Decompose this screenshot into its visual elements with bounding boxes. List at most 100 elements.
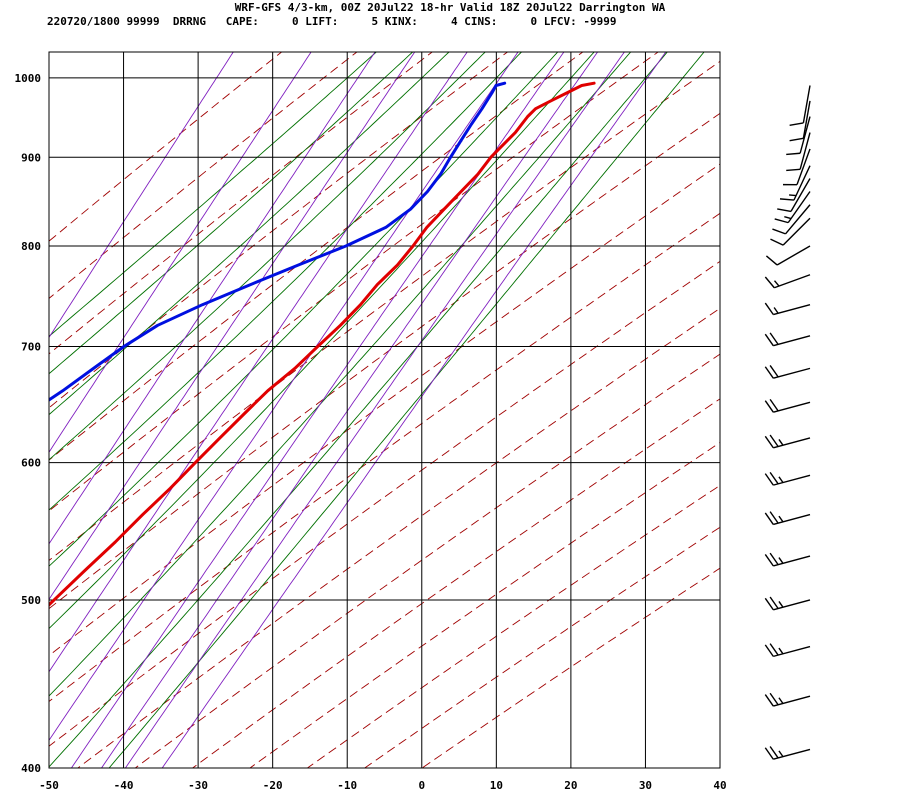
mixing-ratio-line <box>49 52 376 545</box>
dry-adiabat-line <box>49 52 283 242</box>
wind-barb <box>789 85 811 126</box>
wind-barb-feather <box>764 512 774 525</box>
wind-barb <box>765 245 811 266</box>
x-tick-label: -40 <box>114 779 134 792</box>
wind-barb <box>764 643 811 658</box>
y-axis-ticks: 400 500 600 700 800 900 1000 <box>15 72 42 775</box>
wind-barb-staff <box>773 513 811 526</box>
wind-barbs <box>764 85 811 760</box>
wind-barb-feather <box>779 198 795 201</box>
dry-adiabat-line <box>49 52 433 355</box>
wind-barb-feather <box>764 302 774 315</box>
wind-barb <box>764 332 811 347</box>
mixing-ratio-line <box>124 52 625 768</box>
chart-title: WRF-GFS 4/3-km, 00Z 20Jul22 18-hr Valid … <box>235 1 666 14</box>
wind-barb-feather <box>764 554 774 567</box>
x-axis-ticks: -50 -40 -30 -20 -10 0 10 20 30 40 <box>39 779 727 792</box>
wind-barb <box>764 365 811 379</box>
wind-barb <box>764 552 811 567</box>
wind-barb-feather <box>764 400 774 413</box>
wind-barb <box>777 178 811 213</box>
wind-barb-feather <box>764 366 774 379</box>
wind-barb-staff <box>782 217 811 246</box>
profiles <box>49 81 596 607</box>
wind-barb-feather <box>769 692 779 706</box>
wind-barb-staff <box>774 274 811 289</box>
wind-barb <box>786 132 811 172</box>
wind-barb-feather <box>778 647 784 655</box>
wind-barb <box>764 399 811 413</box>
dry-adiabat-line <box>421 567 720 768</box>
wind-barb-feather <box>778 697 784 704</box>
x-tick-label: -30 <box>188 779 208 792</box>
wind-barb-feather <box>786 168 801 172</box>
temperature-profile <box>49 81 596 607</box>
wind-barb-staff <box>799 132 811 170</box>
wind-barb-feather <box>770 238 784 246</box>
wind-barb-staff <box>773 645 811 658</box>
moist-adiabat-line <box>49 52 486 461</box>
wind-barb-feather <box>786 152 801 156</box>
wind-barb-feather <box>769 596 779 609</box>
wind-barb-staff <box>793 165 811 201</box>
wind-barb-feather <box>789 137 804 142</box>
plot-frame <box>48 51 721 769</box>
wind-barb-staff <box>790 178 811 212</box>
wind-barb-feather <box>764 276 775 289</box>
dry-adiabat-line <box>134 353 720 768</box>
moist-adiabat-line <box>49 52 414 375</box>
mixing-ratio-line <box>49 52 312 453</box>
wind-barb <box>783 148 811 186</box>
moist-adiabat-line <box>49 52 632 697</box>
moist-adiabat-line <box>108 52 705 768</box>
wind-barb <box>764 511 811 526</box>
y-tick-label: 1000 <box>15 72 42 85</box>
wind-barb-staff <box>796 148 811 185</box>
wind-barb-feather <box>769 643 779 656</box>
wind-barb-feather <box>769 332 779 345</box>
wind-barb-feather <box>778 439 784 446</box>
wind-barb-feather <box>764 333 774 347</box>
wind-barb-feather <box>773 280 780 287</box>
wind-barb-feather <box>777 208 792 213</box>
dry-adiabat-line <box>49 52 584 461</box>
wind-barb-feather <box>784 216 792 220</box>
x-tick-label: 0 <box>418 779 425 792</box>
wind-barb-staff <box>773 437 811 449</box>
wind-barb-staff <box>787 191 811 224</box>
moist-adiabat-line <box>49 52 523 511</box>
wind-barb-feather <box>778 557 784 564</box>
wind-barb-feather <box>769 365 779 378</box>
wind-barb-staff <box>773 304 811 316</box>
moist-adiabat-line <box>49 52 450 416</box>
wind-barb-staff <box>773 335 811 347</box>
wind-barb-feather <box>778 476 784 483</box>
moist-adiabat-line <box>49 52 377 337</box>
wind-barb <box>779 165 811 201</box>
wind-barb <box>764 434 811 449</box>
wind-barb-feather <box>778 515 784 523</box>
x-tick-label: 20 <box>564 779 577 792</box>
x-tick-label: -10 <box>337 779 357 792</box>
wind-barb-staff <box>773 401 811 413</box>
wind-barb-staff <box>802 100 811 139</box>
wind-barb <box>764 274 811 289</box>
wind-barb-feather <box>773 307 779 314</box>
wind-barb <box>764 471 811 486</box>
moist-adiabat-line <box>49 52 668 768</box>
wind-barb-feather <box>764 747 774 760</box>
wind-barb-staff <box>785 204 811 235</box>
wind-barb-feather <box>769 511 779 524</box>
wind-barb-staff <box>773 695 811 707</box>
wind-barb-feather <box>765 255 778 266</box>
y-tick-label: 400 <box>21 762 41 775</box>
y-tick-label: 700 <box>21 341 41 354</box>
dry-adiabat-line <box>77 307 720 768</box>
mixing-ratio-line <box>49 52 234 339</box>
wind-barb-staff <box>773 555 811 567</box>
wind-barb-feather <box>774 218 789 224</box>
wind-barb-feather <box>772 228 786 235</box>
wind-barb-feather <box>769 552 779 565</box>
dewpoint-profile <box>49 81 507 402</box>
wind-barb-feather <box>789 194 797 197</box>
